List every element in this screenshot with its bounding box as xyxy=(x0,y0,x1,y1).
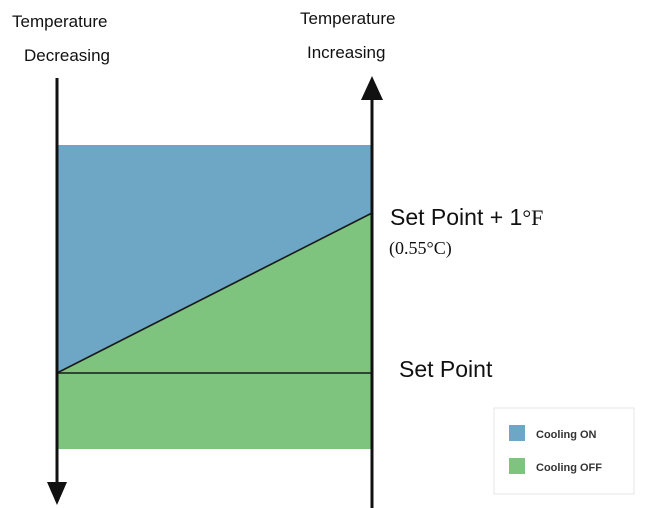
setpoint-plus-label: Set Point + 1°F xyxy=(390,204,543,230)
legend-swatch-cooling-off xyxy=(509,458,525,474)
legend-box xyxy=(493,407,635,495)
left-axis-title-line1: Temperature xyxy=(12,12,107,31)
legend-label-cooling-on: Cooling ON xyxy=(536,429,597,441)
cooling-on-region xyxy=(57,145,372,373)
cooling-off-region-lower xyxy=(57,373,372,449)
setpoint-label: Set Point xyxy=(399,356,493,382)
setpoint-plus-main: Set Point + 1 xyxy=(390,204,522,230)
right-axis-title-line1: Temperature xyxy=(300,9,395,28)
right-axis-title-line2: Increasing xyxy=(307,43,385,62)
left-axis-arrowhead xyxy=(47,482,67,505)
left-axis-title-line2: Decreasing xyxy=(24,46,110,65)
legend-swatch-cooling-on xyxy=(509,425,525,441)
setpoint-plus-unit: °F xyxy=(522,205,543,230)
legend: Cooling ON Cooling OFF xyxy=(493,407,635,495)
legend-label-cooling-off: Cooling OFF xyxy=(536,462,602,474)
setpoint-ramp-line xyxy=(56,212,373,374)
setpoint-plus-sublabel: (0.55°C) xyxy=(389,238,452,259)
right-axis-arrowhead xyxy=(361,76,383,100)
